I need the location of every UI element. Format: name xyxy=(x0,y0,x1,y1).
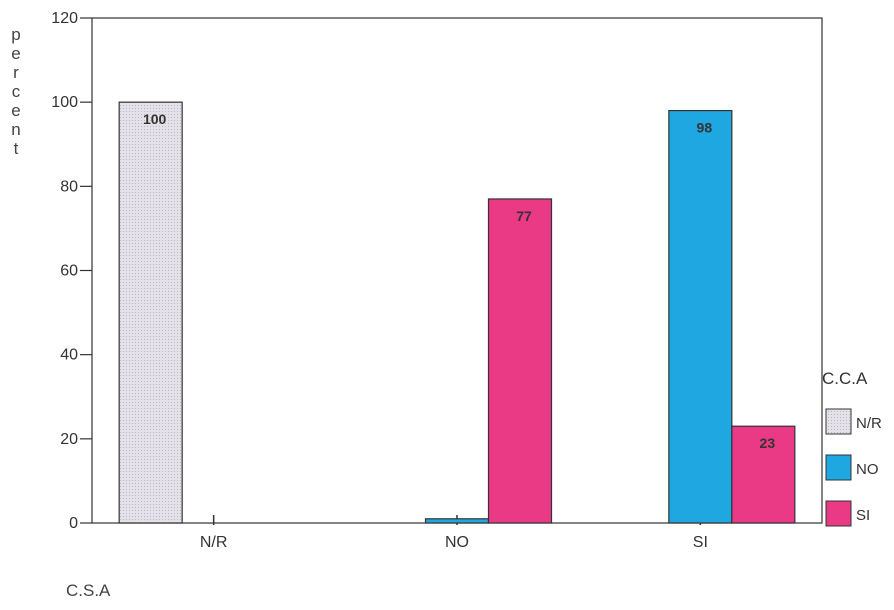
legend-swatch-nr xyxy=(825,408,852,435)
bar-value-label: 98 xyxy=(697,120,713,136)
y-tick-label: 40 xyxy=(60,347,78,364)
y-tick-label: 80 xyxy=(60,178,78,195)
legend-swatch-si xyxy=(825,500,852,527)
legend-title: C.C.A xyxy=(822,369,868,388)
bar-no-si xyxy=(487,198,553,524)
x-tick-label: SI xyxy=(693,534,708,551)
y-tick-label: 20 xyxy=(60,431,78,448)
y-tick-label: 0 xyxy=(69,515,78,532)
legend-label-nr: N/R xyxy=(856,415,882,432)
y-tick-label: 100 xyxy=(51,94,78,111)
legend-swatch-no xyxy=(825,454,852,481)
x-axis-title: C.S.A xyxy=(66,581,111,600)
bar-value-label: 77 xyxy=(516,208,532,224)
bar-si-no xyxy=(668,109,733,524)
x-tick-label: NO xyxy=(445,534,469,551)
bar-nr-nr xyxy=(118,101,183,524)
bar-si-si xyxy=(731,425,796,524)
y-tick-label: 120 xyxy=(51,10,78,27)
bar-value-label: 23 xyxy=(760,435,776,451)
bar-no-no xyxy=(424,518,490,524)
bar-value-label: 100 xyxy=(143,111,167,127)
x-tick-label: N/R xyxy=(200,534,228,551)
y-tick-label: 60 xyxy=(60,263,78,280)
legend-label-no: NO xyxy=(856,461,879,478)
legend-label-si: SI xyxy=(856,507,870,524)
